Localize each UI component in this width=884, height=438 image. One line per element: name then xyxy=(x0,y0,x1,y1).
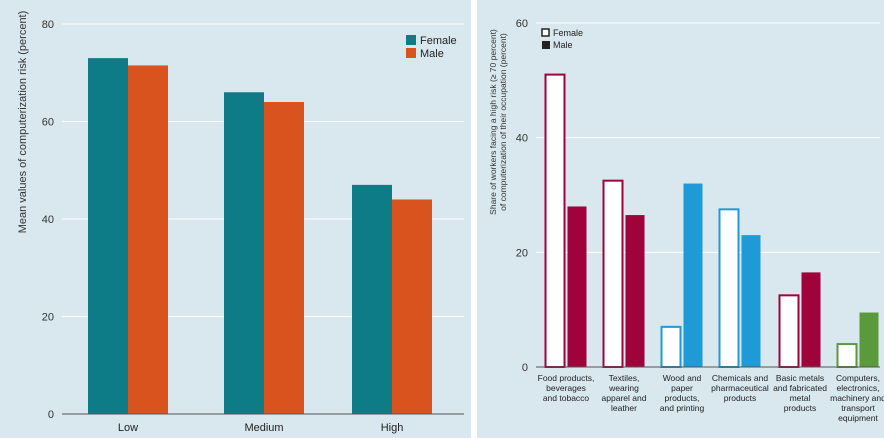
bar-male-category-5 xyxy=(859,312,879,367)
right-x-tick-label-line: Textiles, xyxy=(609,373,640,383)
legend-label-female: Female xyxy=(420,35,457,47)
right-x-tick-label-line: products xyxy=(724,393,757,403)
right-x-tick-label: Food products, beverages and tobacco xyxy=(538,373,595,403)
right-y-axis-label-line1: Share of workers facing a high risk (≥ 7… xyxy=(488,29,498,215)
right-x-tick-label-line: pharmaceutical xyxy=(711,383,769,393)
right-x-tick-label-line: Food products, xyxy=(538,373,595,383)
right-bars xyxy=(544,73,879,369)
bar-male-category-0 xyxy=(567,206,587,367)
right-x-tick-label-line: equipment xyxy=(838,413,878,423)
left-y-tick-label: 40 xyxy=(42,214,54,226)
right-x-tick-label: Basic metals and fabricated metal products xyxy=(773,373,827,413)
left-bars xyxy=(88,58,432,414)
left-x-tick-label: Medium xyxy=(244,422,283,434)
left-x-tick-label: High xyxy=(381,422,404,434)
bar-male-category-4 xyxy=(801,272,821,367)
left-y-tick-label: 80 xyxy=(42,19,54,31)
right-y-tick-label: 20 xyxy=(516,247,528,259)
right-y-tick-label: 60 xyxy=(516,18,528,30)
right-x-tick-label: Textiles, wearing apparel and leather xyxy=(602,373,647,413)
legend-swatch-female-outline xyxy=(541,28,550,37)
right-x-tick-label-line: wearing xyxy=(608,383,639,393)
right-x-tick-label-line: Basic metals xyxy=(776,373,824,383)
right-x-tick-labels: Food products, beverages and tobaccoTextil… xyxy=(538,373,884,423)
right-x-tick-label-line: transport xyxy=(841,403,875,413)
right-x-tick-label-line: and fabricated xyxy=(773,383,827,393)
legend-swatch-female xyxy=(406,35,416,45)
right-legend: Female Male xyxy=(541,28,583,50)
right-x-tick-label-line: electronics, xyxy=(837,383,880,393)
legend-label-male: Male xyxy=(420,48,444,60)
right-x-tick-label-line: beverages xyxy=(546,383,586,393)
left-x-tick-labels: Low Medium High xyxy=(118,422,403,434)
bar-female-category-4 xyxy=(778,294,800,369)
bar-male-category-3 xyxy=(741,235,761,367)
bar-female-high xyxy=(352,184,392,414)
right-x-tick-label-line: machinery and xyxy=(830,393,884,403)
bar-male-medium xyxy=(264,102,304,414)
right-x-tick-label: Computers, electronics, machinery and trans… xyxy=(830,373,884,423)
left-legend: Female Male xyxy=(406,35,457,60)
right-x-tick-label: Wood and paper products, and printing xyxy=(660,373,705,413)
bar-female-category-1 xyxy=(602,179,624,368)
right-x-tick-label-line: Wood and xyxy=(663,373,702,383)
right-y-tick-label: 0 xyxy=(522,362,528,374)
right-x-tick-label-line: Chemicals and xyxy=(712,373,768,383)
right-x-tick-label-line: Computers, xyxy=(836,373,880,383)
left-x-tick-label: Low xyxy=(118,422,138,434)
left-y-tick-label: 20 xyxy=(42,312,54,324)
right-gridlines xyxy=(536,22,880,253)
right-x-tick-label-line: apparel and xyxy=(602,393,647,403)
legend-label-male: Male xyxy=(553,40,573,50)
legend-swatch-male xyxy=(406,48,416,58)
panel-right-chart: 0 20 40 60 Food products, beverages and tobac… xyxy=(477,0,884,438)
bar-female-category-3 xyxy=(718,208,740,368)
right-x-tick-label-line: products xyxy=(784,403,817,413)
left-y-tick-label: 0 xyxy=(48,409,54,421)
bar-female-category-5 xyxy=(836,343,858,369)
bar-male-low xyxy=(128,65,168,414)
right-x-tick-label-line: products, xyxy=(665,393,700,403)
right-y-axis-label: Share of workers facing a high risk (≥ 7… xyxy=(488,29,508,215)
panel-left-chart: 0 20 40 60 80 Low Medium High Mean values of c… xyxy=(0,0,471,438)
bar-male-high xyxy=(392,199,432,414)
legend-swatch-male-filled xyxy=(542,41,550,49)
left-y-tick-labels: 0 20 40 60 80 xyxy=(42,19,54,421)
bar-female-category-2 xyxy=(660,325,682,369)
left-y-tick-label: 60 xyxy=(42,117,54,129)
right-x-tick-label-line: and printing xyxy=(660,403,705,413)
right-x-tick-label-line: leather xyxy=(611,403,637,413)
legend-label-female: Female xyxy=(553,28,583,38)
bar-female-category-0 xyxy=(544,73,566,368)
right-x-tick-label-line: paper xyxy=(671,383,693,393)
bar-male-category-2 xyxy=(683,183,703,367)
right-x-tick-label-line: and tobacco xyxy=(543,393,590,403)
right-y-tick-label: 40 xyxy=(516,133,528,145)
left-y-axis-label: Mean values of computerization risk (per… xyxy=(17,11,29,234)
bar-female-medium xyxy=(224,92,264,414)
right-x-tick-label: Chemicals and pharmaceutical products xyxy=(711,373,769,403)
bar-female-low xyxy=(88,58,128,414)
right-y-tick-labels: 0 20 40 60 xyxy=(516,18,528,374)
right-x-tick-label-line: metal xyxy=(790,393,811,403)
bar-male-category-1 xyxy=(625,215,645,367)
right-y-axis-label-line2: of computerization of their occupation (… xyxy=(498,33,508,211)
